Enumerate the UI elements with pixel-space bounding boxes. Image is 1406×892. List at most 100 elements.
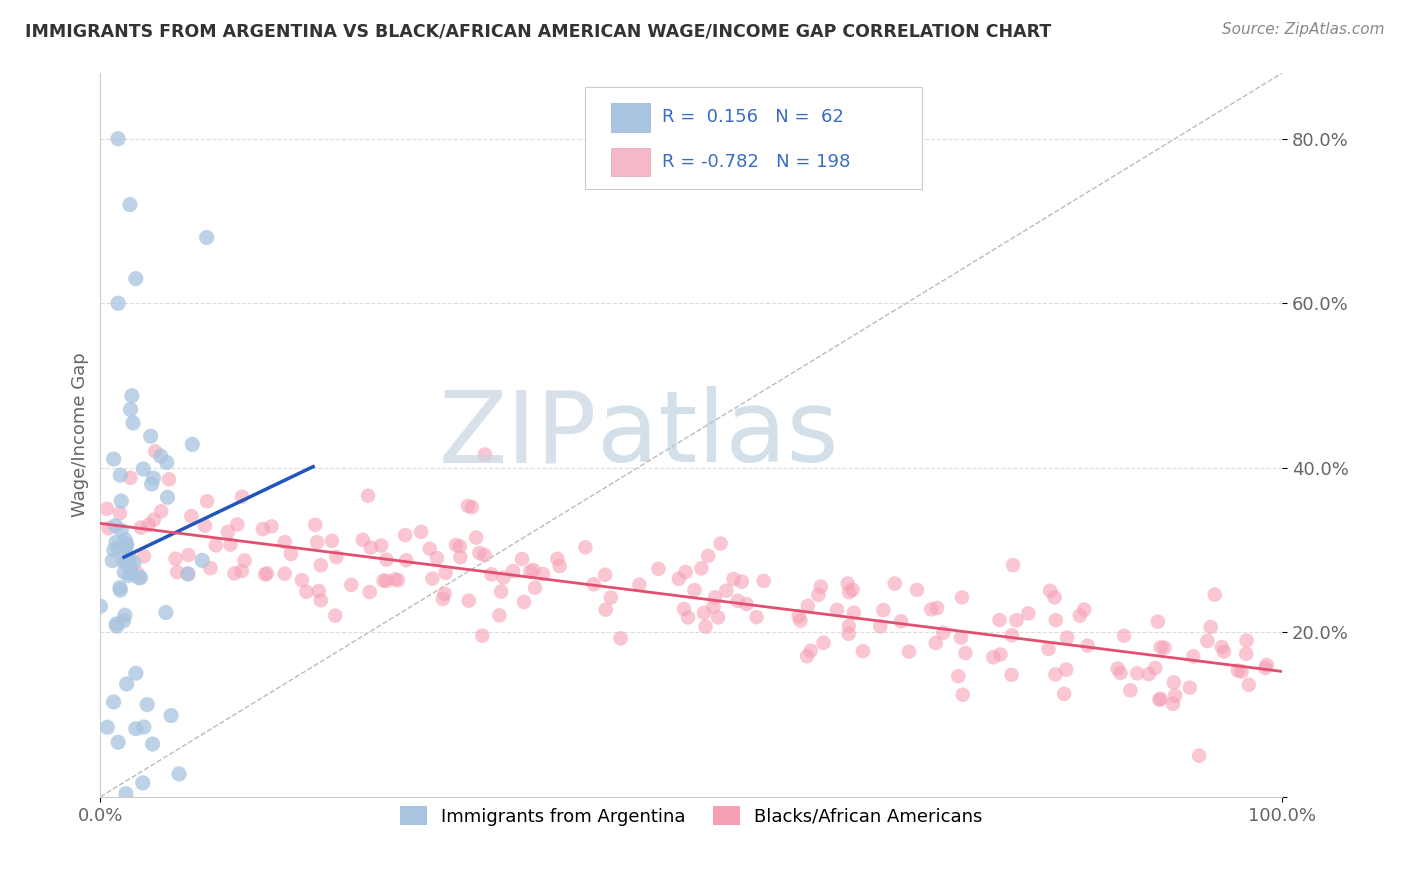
- Point: [693, 606, 716, 620]
- Point: [340, 578, 363, 592]
- Point: [1236, 633, 1258, 648]
- FancyBboxPatch shape: [612, 148, 650, 177]
- Point: [796, 649, 818, 664]
- Text: R =  0.156   N =  62: R = 0.156 N = 62: [662, 108, 844, 127]
- Point: [252, 522, 274, 536]
- Point: [150, 504, 173, 518]
- Point: [695, 620, 717, 634]
- Point: [110, 494, 132, 508]
- Point: [955, 646, 977, 660]
- Point: [981, 650, 1004, 665]
- Point: [107, 296, 129, 310]
- Point: [280, 547, 302, 561]
- Point: [716, 583, 738, 598]
- Point: [118, 550, 141, 565]
- Point: [167, 767, 190, 781]
- Point: [125, 271, 148, 285]
- Point: [387, 573, 409, 587]
- Point: [120, 566, 142, 580]
- Point: [697, 549, 720, 563]
- Point: [1109, 665, 1132, 680]
- Point: [883, 576, 905, 591]
- Point: [990, 648, 1012, 662]
- Point: [1226, 664, 1249, 678]
- Point: [948, 669, 970, 683]
- Point: [120, 402, 142, 417]
- Point: [932, 625, 955, 640]
- Point: [142, 513, 165, 527]
- Point: [89, 599, 111, 614]
- Point: [373, 574, 395, 588]
- Point: [114, 533, 136, 547]
- Point: [1188, 748, 1211, 763]
- Point: [155, 606, 177, 620]
- Point: [156, 456, 179, 470]
- Point: [593, 567, 616, 582]
- Point: [1197, 634, 1219, 648]
- Point: [1069, 608, 1091, 623]
- Point: [444, 538, 467, 552]
- Point: [1119, 683, 1142, 698]
- FancyBboxPatch shape: [612, 103, 650, 132]
- Point: [160, 708, 183, 723]
- Point: [434, 566, 457, 580]
- Point: [488, 608, 510, 623]
- Point: [787, 609, 810, 624]
- Text: R = -0.782   N = 198: R = -0.782 N = 198: [662, 153, 851, 171]
- Point: [165, 551, 187, 566]
- Point: [1144, 661, 1167, 675]
- Point: [1056, 631, 1078, 645]
- Point: [1182, 649, 1205, 664]
- Point: [117, 553, 139, 567]
- Point: [142, 471, 165, 485]
- Point: [489, 584, 512, 599]
- Point: [120, 471, 142, 485]
- Point: [114, 539, 136, 553]
- Point: [731, 574, 754, 589]
- Point: [194, 518, 217, 533]
- Point: [143, 444, 166, 458]
- Point: [231, 564, 253, 578]
- Point: [325, 549, 347, 564]
- Point: [838, 619, 860, 633]
- Point: [122, 416, 145, 430]
- Point: [96, 720, 118, 734]
- Point: [191, 553, 214, 567]
- Point: [132, 549, 155, 564]
- Point: [291, 573, 314, 587]
- Point: [1163, 675, 1185, 690]
- Point: [394, 528, 416, 542]
- Point: [156, 491, 179, 505]
- Text: IMMIGRANTS FROM ARGENTINA VS BLACK/AFRICAN AMERICAN WAGE/INCOME GAP CORRELATION : IMMIGRANTS FROM ARGENTINA VS BLACK/AFRIC…: [25, 22, 1052, 40]
- Point: [132, 776, 155, 790]
- Point: [125, 666, 148, 681]
- Point: [132, 720, 155, 734]
- Point: [723, 572, 745, 586]
- Point: [468, 546, 491, 560]
- Point: [1161, 697, 1184, 711]
- Point: [1000, 667, 1022, 681]
- Point: [136, 698, 159, 712]
- Point: [433, 587, 456, 601]
- Point: [1178, 681, 1201, 695]
- Point: [841, 582, 863, 597]
- Point: [1054, 663, 1077, 677]
- Point: [510, 552, 533, 566]
- Point: [920, 602, 942, 616]
- Point: [128, 571, 150, 585]
- Point: [609, 632, 631, 646]
- Point: [370, 539, 392, 553]
- Point: [676, 610, 699, 624]
- Point: [709, 536, 731, 550]
- Point: [295, 584, 318, 599]
- Point: [219, 537, 242, 551]
- Point: [1053, 687, 1076, 701]
- Point: [105, 616, 128, 631]
- Point: [927, 601, 949, 615]
- Point: [524, 581, 547, 595]
- Point: [115, 677, 138, 691]
- Point: [461, 500, 484, 514]
- Point: [409, 524, 432, 539]
- Point: [127, 566, 149, 581]
- Point: [1112, 629, 1135, 643]
